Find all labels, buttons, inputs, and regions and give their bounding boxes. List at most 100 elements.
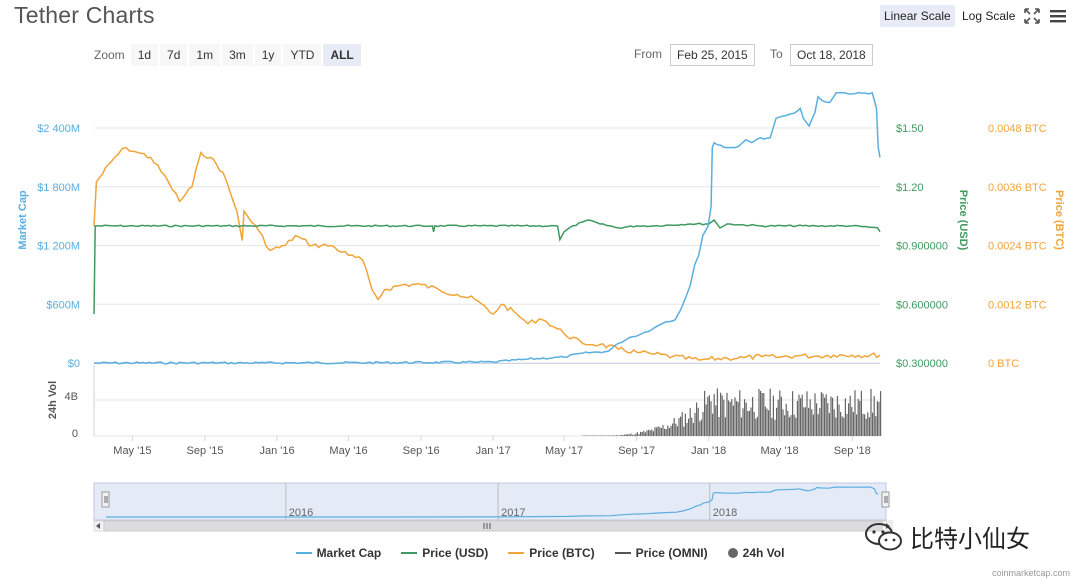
zoom-1m-button[interactable]: 1m xyxy=(189,44,221,66)
scroll-left-arrow-icon[interactable] xyxy=(96,523,100,529)
volume-bar xyxy=(673,418,675,436)
volume-bar xyxy=(611,435,613,436)
volume-bar xyxy=(587,435,589,436)
volume-bar xyxy=(744,399,746,436)
volume-bar xyxy=(827,403,829,436)
volume-bar xyxy=(846,413,848,436)
menu-icon[interactable] xyxy=(1048,6,1068,26)
legend-price-btc[interactable]: Price (BTC) xyxy=(508,546,595,560)
volume-bar xyxy=(598,435,600,436)
volume-bar xyxy=(878,401,880,436)
zoom-3m-button[interactable]: 3m xyxy=(222,44,253,66)
price-usd-tick-label: $0.900000 xyxy=(896,241,948,253)
price-usd-line xyxy=(93,218,881,315)
legend-label: 24h Vol xyxy=(742,546,785,560)
volume-bar xyxy=(635,433,637,436)
volume-bar xyxy=(625,434,627,436)
volume-bar xyxy=(723,399,725,436)
navigator[interactable]: 2016 2017 2018 xyxy=(93,482,893,532)
volume-bar xyxy=(681,412,683,436)
to-date-input[interactable]: Oct 18, 2018 xyxy=(790,44,873,66)
volume-bar xyxy=(638,434,640,436)
volume-bar xyxy=(809,399,811,436)
volume-bar xyxy=(820,392,822,436)
volume-bar xyxy=(728,400,730,436)
volume-bar xyxy=(828,413,830,436)
volume-bar xyxy=(636,432,638,436)
volume-bar xyxy=(739,390,741,436)
zoom-1y-button[interactable]: 1y xyxy=(254,44,282,66)
volume-bar xyxy=(793,414,795,436)
zoom-all-button[interactable]: ALL xyxy=(323,44,361,66)
x-tick-label: Jan '17 xyxy=(476,445,511,457)
zoom-ytd-button[interactable]: YTD xyxy=(283,44,322,66)
price-usd-tick-label: $0.300000 xyxy=(896,358,948,370)
volume-bar xyxy=(822,393,824,436)
market-cap-tick-label: $0 xyxy=(68,358,80,370)
fullscreen-icon[interactable] xyxy=(1022,6,1042,26)
volume-bar xyxy=(801,394,803,436)
log-scale-button[interactable]: Log Scale xyxy=(962,9,1016,23)
volume-bar xyxy=(803,407,805,436)
legend: Market Cap Price (USD) Price (BTC) Price… xyxy=(0,546,1080,560)
volume-bar xyxy=(835,417,837,436)
volume-bar xyxy=(833,409,835,436)
market-cap-line xyxy=(94,91,881,365)
volume-bar xyxy=(851,407,853,436)
linear-scale-button[interactable]: Linear Scale xyxy=(880,5,955,27)
x-tick-label: Sep '15 xyxy=(187,445,224,457)
volume-bar xyxy=(680,416,682,436)
volume-bar xyxy=(772,395,774,436)
volume-bar xyxy=(584,435,586,436)
volume-bar xyxy=(825,394,827,436)
volume-bar xyxy=(716,388,718,436)
volume-bar xyxy=(808,407,810,436)
legend-dot xyxy=(727,548,738,558)
price-btc-tick-label: 0.0036 BTC xyxy=(988,182,1047,194)
volume-bar xyxy=(707,396,709,436)
volume-bar xyxy=(648,429,650,436)
volume-bar xyxy=(700,419,702,436)
volume-bar xyxy=(865,418,867,436)
zoom-7d-button[interactable]: 7d xyxy=(160,44,188,66)
volume-bar xyxy=(712,413,714,436)
volume-bar xyxy=(841,416,843,436)
legend-24h-vol[interactable]: 24h Vol xyxy=(727,546,785,560)
navigator-mask[interactable] xyxy=(93,482,887,521)
volume-bar xyxy=(595,435,597,436)
x-tick-label: May '18 xyxy=(761,445,799,457)
volume-bar xyxy=(832,397,834,436)
volume-bar xyxy=(812,414,814,436)
legend-price-usd[interactable]: Price (USD) xyxy=(401,546,488,560)
price-usd-tick-label: $0.600000 xyxy=(896,299,948,311)
volume-bar xyxy=(582,435,584,436)
zoom-1d-button[interactable]: 1d xyxy=(130,44,159,66)
volume-bar xyxy=(761,393,763,436)
volume-bar xyxy=(843,417,845,436)
legend-swatch xyxy=(614,552,631,554)
volume-bar xyxy=(817,414,819,436)
x-tick-label: May '15 xyxy=(113,445,151,457)
volume-bar xyxy=(617,435,619,436)
volume-bar xyxy=(604,435,606,436)
volume-bar xyxy=(676,426,678,436)
legend-label: Price (BTC) xyxy=(529,546,595,560)
scrollbar-thumb[interactable] xyxy=(103,520,883,532)
legend-price-omni[interactable]: Price (OMNI) xyxy=(614,546,708,560)
volume-bar xyxy=(747,411,749,436)
volume-bar xyxy=(702,412,704,436)
volume-bar xyxy=(768,410,770,436)
volume-bar xyxy=(651,429,653,436)
volume-bar xyxy=(780,396,782,436)
legend-market-cap[interactable]: Market Cap xyxy=(295,546,381,560)
volume-bar xyxy=(779,390,781,436)
volume-bar xyxy=(660,428,662,436)
volume-bar xyxy=(836,395,838,436)
volume-bar xyxy=(800,398,802,436)
credits[interactable]: coinmarketcap.com xyxy=(991,568,1070,578)
tether-chart[interactable]: $0 $0.300000 0 BTC $600M $0.600000 0.0012 BTC… xyxy=(0,0,1080,535)
volume-bar xyxy=(656,427,658,436)
x-tick-label: Jan '18 xyxy=(691,445,726,457)
from-date-input[interactable]: Feb 25, 2015 xyxy=(670,44,755,66)
market-cap-tick-label: $1 200M xyxy=(37,241,80,253)
